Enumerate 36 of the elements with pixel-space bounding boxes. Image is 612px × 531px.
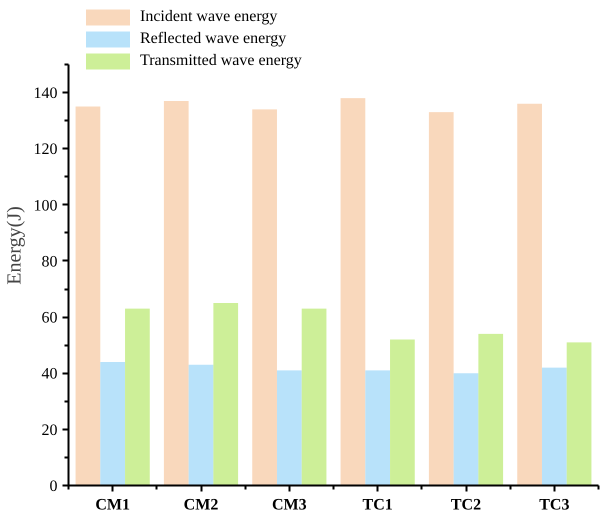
bar bbox=[276, 370, 302, 486]
bar bbox=[566, 342, 592, 486]
bar bbox=[188, 364, 214, 486]
legend-label: Transmitted wave energy bbox=[140, 51, 302, 71]
bar bbox=[302, 308, 326, 486]
y-tick-label: 80 bbox=[42, 253, 58, 270]
x-tick-label: TC3 bbox=[539, 496, 570, 514]
y-tick-label: 20 bbox=[42, 422, 58, 439]
bar bbox=[517, 104, 542, 486]
bar bbox=[213, 303, 238, 486]
bar bbox=[125, 308, 150, 486]
y-tick-label: 120 bbox=[34, 141, 58, 158]
bar bbox=[252, 109, 277, 486]
x-tick-label: TC1 bbox=[362, 496, 393, 514]
bar bbox=[454, 373, 478, 486]
x-tick-label: TC2 bbox=[450, 496, 482, 514]
bar bbox=[428, 112, 454, 486]
legend-label: Incident wave energy bbox=[140, 7, 278, 27]
y-tick-label: 140 bbox=[34, 85, 58, 102]
y-tick-label: 100 bbox=[34, 197, 58, 214]
bar bbox=[478, 334, 504, 486]
bar bbox=[76, 106, 100, 486]
y-axis-title: Energy(J) bbox=[4, 206, 26, 285]
y-tick-label: 40 bbox=[42, 366, 58, 383]
bar bbox=[164, 100, 189, 486]
x-tick-label: CM3 bbox=[272, 496, 307, 514]
y-tick-label: 0 bbox=[50, 478, 58, 495]
bar bbox=[542, 368, 567, 486]
bar bbox=[365, 370, 390, 486]
bar bbox=[100, 362, 126, 486]
x-tick-label: CM1 bbox=[95, 496, 130, 514]
legend-label: Reflected wave energy bbox=[140, 29, 286, 49]
x-tick-label: CM2 bbox=[184, 496, 218, 514]
bar bbox=[390, 340, 415, 486]
y-tick-label: 60 bbox=[42, 310, 58, 327]
bar bbox=[340, 98, 366, 486]
